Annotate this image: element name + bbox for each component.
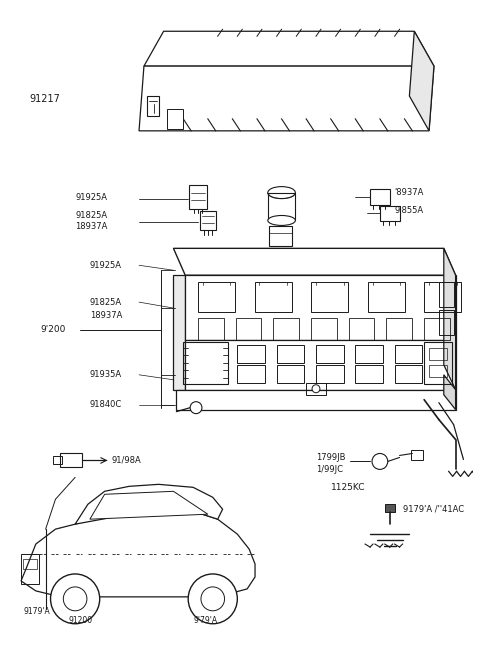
Bar — [237, 365, 265, 383]
Bar — [439, 283, 454, 307]
Text: 9179'A: 9179'A — [23, 607, 50, 616]
Circle shape — [63, 587, 87, 611]
Bar — [189, 185, 207, 208]
Polygon shape — [176, 390, 456, 410]
Bar — [316, 345, 344, 363]
Text: 91925A: 91925A — [90, 261, 122, 270]
Polygon shape — [173, 248, 456, 275]
Text: 91840C: 91840C — [90, 400, 122, 409]
Bar — [386, 318, 412, 340]
Bar — [276, 345, 304, 363]
Circle shape — [190, 401, 202, 414]
Polygon shape — [444, 374, 456, 410]
Text: 9179'A /''41AC: 9179'A /''41AC — [403, 505, 464, 514]
Bar — [21, 554, 39, 584]
Bar — [23, 559, 37, 569]
Text: 91935A: 91935A — [90, 371, 122, 379]
Circle shape — [372, 453, 388, 469]
Circle shape — [312, 385, 320, 393]
Bar — [385, 505, 395, 512]
Bar — [316, 365, 344, 383]
Polygon shape — [147, 96, 159, 116]
Bar — [368, 283, 405, 312]
Bar — [380, 206, 399, 221]
Bar — [439, 310, 454, 335]
Bar — [349, 318, 374, 340]
Polygon shape — [173, 275, 185, 390]
Bar — [429, 365, 447, 377]
Bar — [274, 318, 299, 340]
Bar — [355, 365, 383, 383]
Bar — [395, 345, 422, 363]
Text: 1/99JC: 1/99JC — [316, 465, 343, 474]
Bar — [370, 189, 390, 204]
Polygon shape — [185, 340, 456, 390]
Bar — [200, 210, 216, 231]
Polygon shape — [139, 66, 434, 131]
Bar — [311, 318, 336, 340]
Bar — [237, 345, 265, 363]
Bar — [183, 342, 228, 384]
Bar — [276, 365, 304, 383]
Bar — [306, 383, 326, 395]
Text: 9'855A: 9'855A — [395, 206, 424, 215]
Bar — [254, 283, 292, 312]
Bar — [395, 365, 422, 383]
Bar — [424, 283, 461, 312]
Ellipse shape — [268, 187, 295, 198]
Polygon shape — [444, 248, 456, 390]
Bar — [424, 318, 450, 340]
Text: 9'79'A: 9'79'A — [193, 616, 217, 625]
Polygon shape — [167, 109, 183, 129]
Text: 91200: 91200 — [68, 616, 92, 625]
Bar — [355, 345, 383, 363]
Polygon shape — [144, 32, 434, 66]
Text: 1799JB: 1799JB — [316, 453, 346, 462]
Text: 18937A: 18937A — [90, 311, 122, 319]
Bar — [198, 283, 235, 312]
Circle shape — [188, 574, 237, 623]
Polygon shape — [185, 275, 456, 340]
Bar — [411, 451, 423, 461]
Text: 91825A: 91825A — [75, 211, 107, 220]
Polygon shape — [409, 32, 434, 131]
Bar — [269, 227, 292, 246]
Polygon shape — [90, 491, 208, 519]
Text: 91925A: 91925A — [75, 193, 107, 202]
Text: 91825A: 91825A — [90, 298, 122, 307]
Bar — [424, 342, 452, 384]
Text: 1125KC: 1125KC — [331, 483, 365, 492]
Bar — [429, 348, 447, 360]
Polygon shape — [21, 509, 255, 597]
Circle shape — [201, 587, 225, 611]
Text: '8937A: '8937A — [395, 188, 424, 197]
Bar — [268, 193, 295, 221]
Ellipse shape — [268, 215, 295, 225]
Text: 91217: 91217 — [29, 94, 60, 104]
Text: 91/98A: 91/98A — [111, 456, 141, 465]
Circle shape — [50, 574, 100, 623]
Bar — [60, 453, 82, 467]
Polygon shape — [75, 484, 223, 524]
Bar — [311, 283, 348, 312]
Text: 18937A: 18937A — [75, 222, 108, 231]
Bar — [52, 457, 62, 464]
Bar — [198, 318, 224, 340]
Bar — [236, 318, 261, 340]
Text: 9'200: 9'200 — [41, 325, 66, 334]
